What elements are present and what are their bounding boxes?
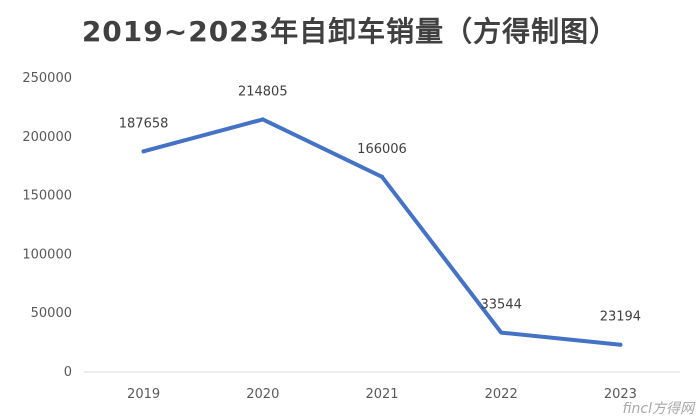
x-tick-label: 2023 [604, 387, 637, 402]
data-label: 187658 [119, 116, 169, 131]
y-tick-label: 50000 [31, 306, 72, 321]
x-tick-label: 2022 [485, 387, 518, 402]
data-point [499, 330, 504, 335]
y-tick-label: 200000 [22, 130, 72, 145]
x-axis: 2019 2020 2021 2022 2023 [84, 371, 680, 402]
data-point [380, 174, 384, 179]
data-label: 214805 [238, 84, 288, 99]
data-label: 23194 [600, 310, 641, 325]
chart-title: 2019~2023年自卸车销量（方得制图） [81, 15, 619, 48]
data-label: 166006 [357, 142, 407, 157]
y-tick-label: 250000 [22, 71, 72, 86]
y-axis: 0 50000 100000 150000 200000 250000 [22, 71, 72, 380]
data-labels: 187658 214805 166006 33544 23194 [119, 84, 641, 324]
series-line-group [141, 117, 623, 347]
data-point [141, 149, 146, 154]
watermark-logo: fincl方得网 [622, 401, 694, 417]
data-point [618, 342, 623, 347]
data-label: 33544 [481, 298, 522, 313]
y-tick-label: 100000 [22, 247, 72, 262]
x-tick-label: 2021 [365, 387, 398, 402]
x-tick-label: 2020 [246, 387, 279, 402]
data-point [260, 117, 265, 122]
y-tick-label: 150000 [22, 189, 72, 204]
y-tick-label: 0 [64, 365, 72, 380]
x-tick-label: 2019 [127, 387, 160, 402]
